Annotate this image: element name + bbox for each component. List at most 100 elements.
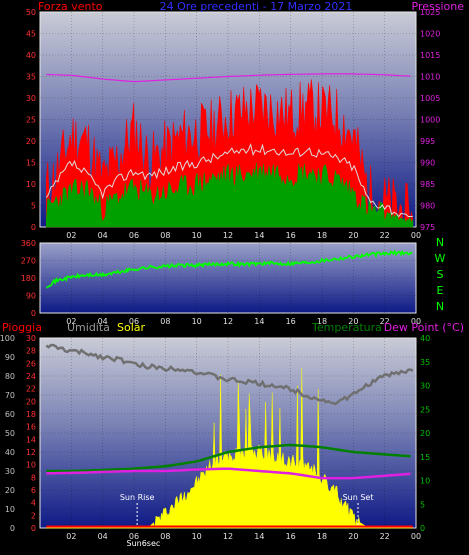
left-tick-label: 90 — [26, 292, 36, 301]
right-tick-label: 975 — [420, 223, 435, 232]
sunrise-label: Sun Rise — [120, 493, 155, 502]
right-tick-label: 15 — [420, 453, 430, 462]
x-tick-label: 18 — [317, 532, 327, 541]
rain-axis-title: Pioggia — [2, 321, 42, 334]
right-axis-title: Pressione — [412, 0, 465, 13]
x-tick-label: 04 — [98, 317, 108, 326]
x-tick-label: 20 — [348, 532, 358, 541]
temperature-humidity-solar-chart: Pioggia Umidita Solar Temperatura Dew Po… — [0, 321, 464, 548]
right-tick-label: 985 — [420, 180, 435, 189]
x-tick-label: 20 — [348, 317, 358, 326]
right-tick-label: 10 — [420, 477, 430, 486]
x-tick-label: 06 — [129, 532, 139, 541]
x-tick-label: 00 — [411, 231, 421, 240]
sunset-label: Sun Set — [343, 493, 374, 502]
x-tick-label: 08 — [160, 532, 170, 541]
left-tick-label: 15 — [26, 159, 36, 168]
x-tick-label: 14 — [254, 231, 264, 240]
direction-label: E — [437, 284, 444, 297]
plot-background — [39, 242, 417, 314]
x-tick-labels: 02 04 06 08 10 12 14 16 18 20 22 00 — [66, 231, 421, 240]
x-tick-label: 22 — [380, 532, 390, 541]
x-tick-label: 10 — [192, 532, 202, 541]
left-tick-label: 40 — [5, 448, 15, 457]
x-tick-label: 18 — [317, 317, 327, 326]
x-tick-label: 08 — [160, 317, 170, 326]
direction-label: S — [437, 268, 444, 281]
x-tick-labels: 02 04 06 08 10 12 14 16 18 20 22 00 — [66, 532, 421, 541]
left-tick-label: 20 — [5, 486, 15, 495]
left-tick-label: 30 — [26, 94, 36, 103]
x-tick-label: 10 — [192, 317, 202, 326]
x-tick-label: 12 — [223, 317, 233, 326]
right-tick-label: 0 — [420, 524, 425, 533]
x-tick-label: 10 — [192, 231, 202, 240]
left-tick-label: 30 — [5, 467, 15, 476]
left-tick-label: 0 — [31, 309, 36, 318]
series-group — [45, 73, 414, 228]
left-tick-label: 25 — [26, 116, 36, 125]
left-tick-label: 0 — [31, 223, 36, 232]
temperature-line — [46, 443, 411, 473]
left-tick-label: 10 — [5, 505, 15, 514]
right-tick-label: 1005 — [420, 94, 440, 103]
right-tick-label: 35 — [420, 358, 430, 367]
left-tick-label: 45 — [26, 30, 36, 39]
x-tick-label: 02 — [66, 532, 76, 541]
rain-tick-label: 14 — [26, 435, 36, 444]
left-tick-label: 60 — [5, 410, 15, 419]
solar-label: Solar — [117, 321, 146, 334]
rain-tick-label: 28 — [26, 347, 36, 356]
mid-label: Sun6sec — [127, 539, 161, 548]
left-tick-label: 20 — [26, 137, 36, 146]
rain-tick-label: 4 — [31, 499, 36, 508]
direction-label: W — [435, 252, 446, 265]
solar-area — [46, 367, 413, 529]
left-tick-labels: 0 10 20 30 40 50 60 70 80 90 100 — [0, 334, 15, 533]
right-tick-label: 30 — [420, 382, 430, 391]
left-tick-labels: 0 90 180 270 360 — [21, 239, 36, 318]
x-tick-label: 06 — [129, 317, 139, 326]
rain-tick-label: 6 — [31, 486, 36, 495]
right-tick-label: 1000 — [420, 116, 440, 125]
series-group — [45, 249, 413, 289]
right-tick-label: 1025 — [420, 8, 440, 17]
speed-line — [45, 143, 413, 218]
left-tick-label: 360 — [21, 239, 36, 248]
average-speed-area — [45, 162, 414, 228]
x-tick-label: 02 — [66, 317, 76, 326]
left-tick-label: 100 — [0, 334, 15, 343]
left-tick-label: 70 — [5, 391, 15, 400]
right-tick-labels: 0 5 10 15 20 25 30 35 40 — [420, 334, 430, 533]
x-tick-label: 12 — [223, 231, 233, 240]
x-tick-label: 22 — [380, 231, 390, 240]
right-tick-labels: 975 980 985 990 995 1000 1005 1010 1015 1020 1025 — [420, 8, 440, 232]
annotations: Sun Rise Sun Set Sun6sec — [120, 493, 374, 548]
right-tick-label: 995 — [420, 137, 435, 146]
x-tick-label: 16 — [286, 317, 296, 326]
rain-tick-label: 0 — [31, 524, 36, 533]
rain-tick-label: 2 — [31, 511, 36, 520]
rain-tick-label: 20 — [26, 397, 36, 406]
left-tick-label: 90 — [5, 353, 15, 362]
x-tick-label: 04 — [98, 532, 108, 541]
left-axis-title: Forza vento — [38, 0, 103, 13]
left-tick-label: 270 — [21, 257, 36, 266]
temperature-label: Temperatura — [311, 321, 382, 334]
left-tick-label: 35 — [26, 73, 36, 82]
chart-title: 24 Ore precedenti - 17 Marzo 2021 — [160, 0, 353, 13]
right-tick-label: 40 — [420, 334, 430, 343]
right-tick-label: 25 — [420, 405, 430, 414]
left-tick-label: 40 — [26, 51, 36, 60]
right-tick-label: 5 — [420, 500, 425, 509]
x-tick-label: 08 — [160, 231, 170, 240]
right-tick-label: 1020 — [420, 30, 440, 39]
humidity-label: Umidita — [67, 321, 110, 334]
right-tick-label: 990 — [420, 159, 435, 168]
wind-pressure-chart: Forza vento 24 Ore precedenti - 17 Marzo… — [26, 0, 464, 240]
